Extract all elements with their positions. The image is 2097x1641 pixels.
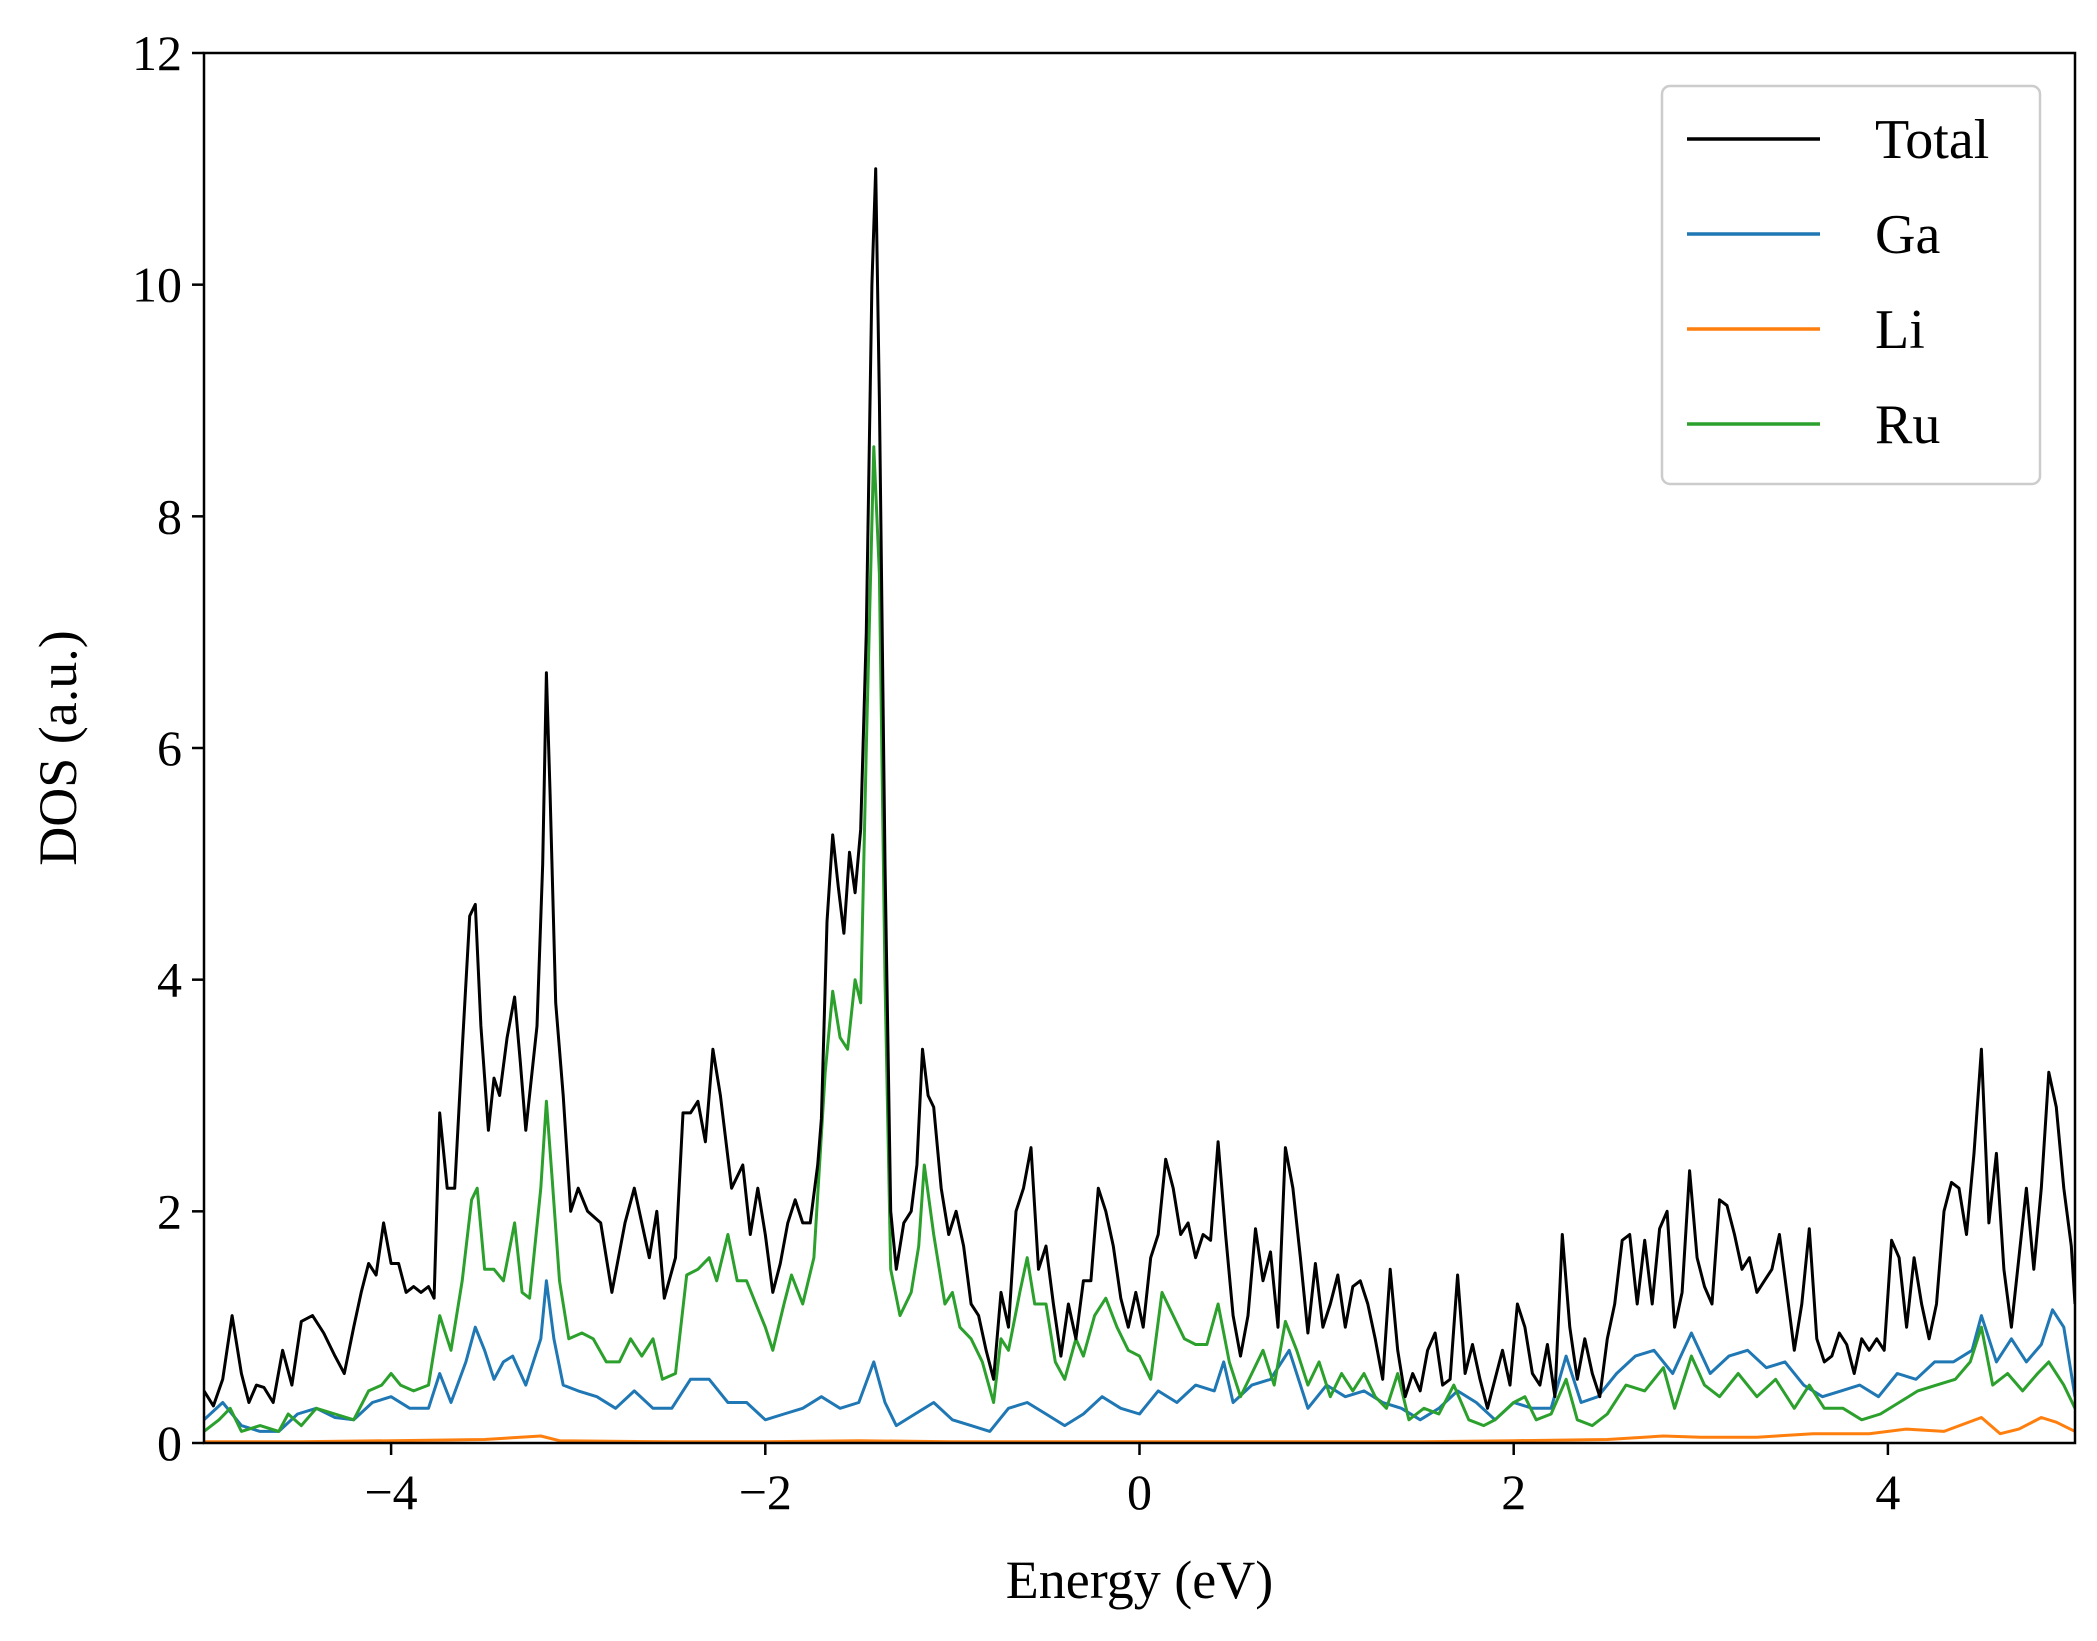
series-line-li <box>204 1416 2075 1443</box>
legend-box <box>1660 84 2042 486</box>
x-tick-label: 0 <box>1127 1464 1152 1520</box>
series-line-total <box>204 167 2075 1410</box>
y-tick-label: 2 <box>157 1183 182 1239</box>
legend-label-ru: Ru <box>1875 394 1940 456</box>
y-tick-label: 10 <box>132 257 182 313</box>
legend-label-li: Li <box>1875 299 1925 361</box>
x-tick-label: 2 <box>1501 1464 1526 1520</box>
y-tick-label: 0 <box>157 1415 182 1471</box>
legend: Total Ga Li Ru <box>1660 84 2042 486</box>
y-axis-ticks: 0 2 4 6 8 10 12 <box>132 25 204 1471</box>
x-axis-label: Energy (eV) <box>1006 1550 1273 1610</box>
y-tick-label: 12 <box>132 25 182 81</box>
series-line-ru <box>204 445 2075 1433</box>
legend-label-ga: Ga <box>1875 204 1940 266</box>
y-tick-label: 6 <box>157 720 182 776</box>
y-tick-label: 4 <box>157 952 182 1008</box>
series-line-ga <box>204 1279 2075 1433</box>
x-tick-label: 4 <box>1875 1464 1900 1520</box>
x-tick-label: −2 <box>739 1464 792 1520</box>
y-tick-label: 8 <box>157 488 182 544</box>
y-axis-label: DOS (a.u.) <box>28 630 88 865</box>
x-axis-ticks: −4 −2 0 2 4 <box>364 1443 1900 1520</box>
x-tick-label: −4 <box>364 1464 417 1520</box>
legend-label-total: Total <box>1875 109 1989 171</box>
plot-area <box>204 167 2075 1443</box>
